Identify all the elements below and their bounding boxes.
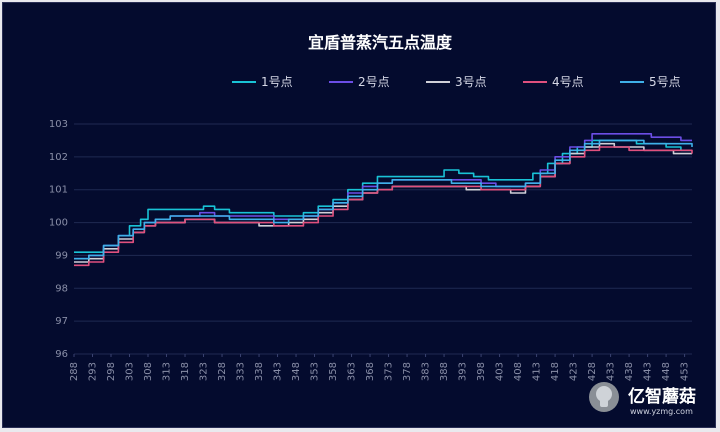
- x-tick-label: 313: [162, 362, 173, 381]
- x-tick-label: 293: [88, 362, 99, 381]
- y-tick-label: 100: [49, 218, 68, 229]
- legend: 1号点 2号点 3号点 4号点 5号点: [232, 75, 681, 89]
- x-tick-label: 288: [69, 362, 80, 381]
- chart-title: 宜盾普蒸汽五点温度: [308, 33, 453, 52]
- y-tick-label: 99: [55, 250, 68, 261]
- x-tick-label: 453: [680, 362, 691, 381]
- x-tick-label: 438: [624, 362, 635, 381]
- x-tick-label: 383: [421, 362, 432, 381]
- legend-label: 1号点: [261, 75, 293, 89]
- x-tick-label: 338: [254, 362, 265, 381]
- y-tick-label: 98: [55, 283, 68, 294]
- x-tick-label: 363: [347, 362, 358, 381]
- watermark-text: 亿智蘑菇: [628, 386, 696, 407]
- x-tick-label: 353: [310, 362, 321, 381]
- x-tick-label: 373: [384, 362, 395, 381]
- x-tick-label: 333: [236, 362, 247, 381]
- grid: [74, 123, 692, 355]
- x-tick-label: 428: [587, 362, 598, 381]
- x-tick-label: 308: [143, 362, 154, 381]
- x-tick-label: 393: [458, 362, 469, 381]
- legend-label: 4号点: [552, 75, 584, 89]
- y-tick-label: 97: [55, 316, 68, 327]
- y-tick-label: 96: [55, 349, 68, 360]
- chart-panel: [2, 2, 716, 428]
- watermark-url: www.yzmg.com: [630, 407, 693, 416]
- x-tick-label: 423: [569, 362, 580, 381]
- x-tick-label: 378: [402, 362, 413, 381]
- x-tick-label: 433: [606, 362, 617, 381]
- legend-label: 3号点: [455, 75, 487, 89]
- series-lines: [74, 133, 693, 267]
- x-tick-label: 318: [180, 362, 191, 381]
- legend-label: 5号点: [649, 75, 681, 89]
- series-line-4: [74, 146, 693, 267]
- x-tick-label: 448: [661, 362, 672, 381]
- x-tick-label: 413: [532, 362, 543, 381]
- x-tick-label: 328: [217, 362, 228, 381]
- y-tick-label: 103: [49, 119, 68, 130]
- x-tick-label: 303: [125, 362, 136, 381]
- y-axis: 96 97 98 99 100 101 102 103: [49, 119, 68, 360]
- x-tick-label: 323: [199, 362, 210, 381]
- series-line-3: [74, 142, 692, 263]
- x-tick-label: 398: [476, 362, 487, 381]
- x-tick-label: 298: [106, 362, 117, 381]
- y-tick-label: 101: [49, 185, 68, 196]
- x-tick-label: 418: [550, 362, 561, 381]
- x-tick-label: 403: [495, 362, 506, 381]
- x-tick-label: 368: [365, 362, 376, 381]
- x-tick-label: 358: [328, 362, 339, 381]
- x-tick-label: 388: [439, 362, 450, 381]
- series-line-2: [74, 133, 692, 260]
- x-axis: 288 293 298 303 308 313 318 323 328 333 338 343 348 3…: [69, 354, 691, 381]
- x-tick-label: 348: [291, 362, 302, 381]
- x-tick-label: 408: [513, 362, 524, 381]
- y-tick-label: 102: [49, 152, 68, 163]
- series-line-5: [74, 139, 693, 260]
- x-tick-label: 343: [273, 362, 284, 381]
- watermark: 亿智蘑菇 www.yzmg.com: [589, 382, 696, 416]
- legend-label: 2号点: [358, 75, 390, 89]
- x-tick-label: 443: [643, 362, 654, 381]
